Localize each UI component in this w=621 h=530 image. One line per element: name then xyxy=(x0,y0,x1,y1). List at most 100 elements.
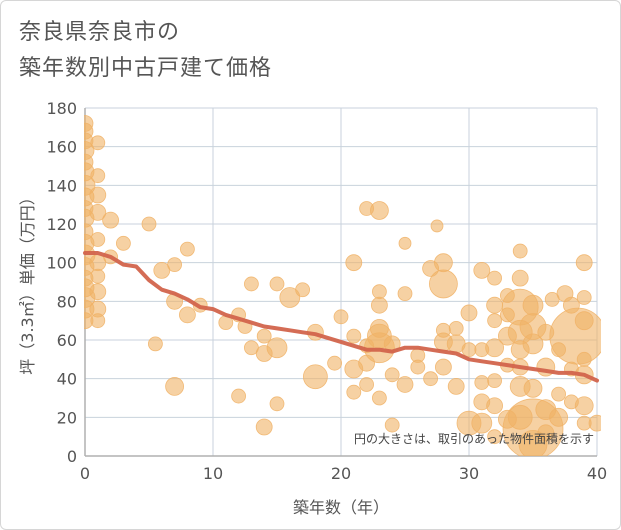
bubble-point xyxy=(147,336,163,352)
y-tick-label: 80 xyxy=(57,292,77,311)
bubble-point xyxy=(370,296,388,314)
bubble-point xyxy=(179,241,195,257)
x-tick-label: 10 xyxy=(203,464,223,483)
bubble-point xyxy=(487,313,503,329)
x-tick-label: 20 xyxy=(331,464,351,483)
bubble-point xyxy=(255,345,273,362)
bubble-point xyxy=(448,320,464,336)
bubble-point xyxy=(486,296,504,314)
bubble-point xyxy=(269,276,285,292)
y-tick-label: 100 xyxy=(46,254,77,273)
bubble-point xyxy=(549,407,568,427)
bubble-point xyxy=(576,351,592,367)
bubble-point xyxy=(84,223,94,241)
bubble-point xyxy=(512,243,528,259)
x-tick-label: 30 xyxy=(459,464,479,483)
bubble-point xyxy=(256,328,272,344)
bubble-point xyxy=(497,326,517,346)
bubble-point xyxy=(474,375,490,390)
bubble-point xyxy=(397,286,413,302)
chart-title-line-1: 奈良県奈良市の xyxy=(19,20,181,45)
bubble-point xyxy=(487,429,503,445)
bubble-point xyxy=(410,359,426,375)
bubble-point xyxy=(486,397,504,415)
bubble-point xyxy=(511,269,529,287)
bubble-point xyxy=(447,377,465,395)
bubble-point xyxy=(497,409,517,429)
bubble-point xyxy=(434,358,452,376)
bubble-point xyxy=(358,354,376,372)
bubble-point xyxy=(551,342,566,358)
chart-title-line-2: 築年数別中古戸建て価格 xyxy=(19,56,273,81)
bubble-point xyxy=(474,342,490,358)
bubble-point xyxy=(384,417,400,433)
bubble-point xyxy=(576,290,592,305)
bubble-point xyxy=(153,261,171,279)
bubble-point xyxy=(84,269,94,287)
y-tick-label: 0 xyxy=(67,447,77,466)
bubble-point xyxy=(384,367,400,383)
bubble-point xyxy=(396,376,414,393)
bubble-point xyxy=(346,384,362,400)
bubble-point xyxy=(333,309,349,325)
bubble-series xyxy=(84,115,601,456)
y-tick-label: 40 xyxy=(57,370,77,389)
bubble-point xyxy=(165,376,185,396)
trend-line xyxy=(83,251,599,383)
bubble-point xyxy=(269,396,285,412)
bubble-point xyxy=(564,394,579,410)
y-tick-label: 140 xyxy=(46,176,77,195)
bubble-point xyxy=(523,378,543,398)
y-tick-label: 160 xyxy=(46,138,77,157)
bubble-point xyxy=(460,304,478,322)
chart-title: 奈良県奈良市の 築年数別中古戸建て価格 xyxy=(19,15,272,87)
x-tick-label: 40 xyxy=(587,464,607,483)
bubble-point xyxy=(398,236,412,250)
bubble-point xyxy=(90,268,106,284)
bubble-point xyxy=(243,340,259,356)
bubble-point xyxy=(90,313,106,329)
y-tick-label: 120 xyxy=(46,215,77,234)
bubble-point xyxy=(522,294,544,316)
x-axis-label: 築年数（年） xyxy=(293,498,389,517)
bubble-point xyxy=(563,296,580,314)
bubble-point xyxy=(575,254,593,272)
bubble-point xyxy=(178,306,196,324)
bubble-point xyxy=(574,311,594,331)
bubble-point xyxy=(346,328,362,344)
x-tick-label: 0 xyxy=(80,464,90,483)
bubble-point xyxy=(243,276,259,292)
bubble-point xyxy=(487,270,503,286)
bubble-point xyxy=(345,254,363,272)
bubble-point xyxy=(279,287,301,308)
bubble-point xyxy=(89,186,107,204)
trend-series xyxy=(83,251,599,383)
bubble-point xyxy=(89,203,107,221)
bubble-point xyxy=(231,388,247,404)
bubble-point xyxy=(371,390,387,406)
bubble-point xyxy=(471,412,493,434)
bubble-point xyxy=(359,201,375,216)
bubble-point xyxy=(255,418,273,436)
bubble-point xyxy=(576,415,592,431)
bubble-point xyxy=(499,307,515,323)
bubble-point xyxy=(359,377,375,392)
y-tick-label: 60 xyxy=(57,331,77,350)
bubble-point xyxy=(537,323,555,341)
bubble-point xyxy=(499,288,515,303)
y-axis-label: 坪（3.3㎡）単価（万円） xyxy=(18,189,37,374)
bubble-point xyxy=(116,235,131,251)
bubble-point xyxy=(84,132,94,150)
bubble-point xyxy=(295,282,311,298)
bubble-point xyxy=(371,284,387,300)
bubble-point xyxy=(487,373,503,389)
bubble-point xyxy=(544,291,560,307)
tick-labels: 0 10 20 30 40 0 20 40 60 80 100 120 140 160 180 xyxy=(46,99,607,483)
y-tick-label: 180 xyxy=(46,99,77,118)
bubble-point xyxy=(302,364,328,390)
bubble-point xyxy=(435,322,451,338)
bubble-point xyxy=(84,153,94,171)
bubble-point xyxy=(90,232,106,247)
bubble-point xyxy=(422,260,440,277)
bubble-point xyxy=(537,424,555,442)
